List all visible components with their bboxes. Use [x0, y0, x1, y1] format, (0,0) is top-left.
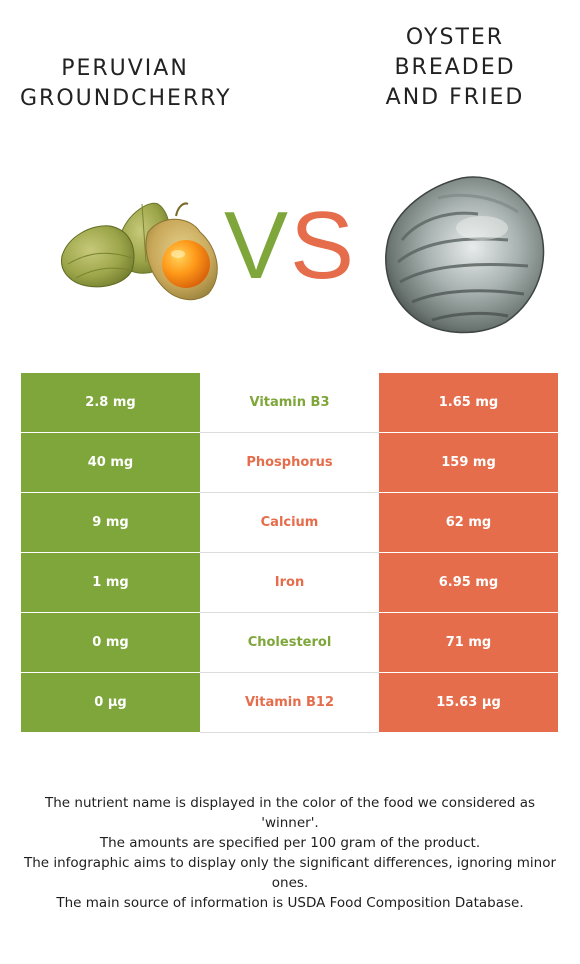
nutrient-comparison-table: 2.8 mg Vitamin B3 1.65 mg 40 mg Phosphor…: [21, 373, 558, 733]
food-title-right-line: OYSTER: [405, 25, 505, 50]
left-value: 9 mg: [21, 492, 200, 553]
table-row: 0 µg Vitamin B12 15.63 µg: [21, 672, 558, 733]
table-row: 9 mg Calcium 62 mg: [21, 492, 558, 553]
footnote: The main source of information is USDA F…: [56, 895, 524, 911]
right-value: 15.63 µg: [379, 672, 558, 733]
left-value: 2.8 mg: [21, 373, 200, 433]
right-value: 62 mg: [379, 492, 558, 553]
table-row: 1 mg Iron 6.95 mg: [21, 552, 558, 613]
right-value: 159 mg: [379, 432, 558, 493]
left-value: 40 mg: [21, 432, 200, 493]
vs-label: V S: [224, 194, 352, 294]
food-title-left-line: PERUVIAN: [61, 56, 189, 81]
food-title-left: PERUVIAN GROUNDCHERRY: [20, 54, 230, 114]
left-value: 1 mg: [21, 552, 200, 613]
footnote: The infographic aims to display only the…: [23, 855, 557, 891]
nutrient-name: Phosphorus: [200, 432, 379, 493]
table-row: 40 mg Phosphorus 159 mg: [21, 432, 558, 493]
vs-s-letter: S: [290, 194, 352, 294]
right-value: 1.65 mg: [379, 373, 558, 433]
left-value: 0 µg: [21, 672, 200, 733]
food-title-right-line: AND FRIED: [385, 85, 525, 110]
nutrient-name: Cholesterol: [200, 612, 379, 673]
table-row: 0 mg Cholesterol 71 mg: [21, 612, 558, 673]
groundcherry-fruit-icon: [61, 202, 218, 301]
footnotes: The nutrient name is displayed in the co…: [20, 793, 560, 913]
food-title-left-line: GROUNDCHERRY: [20, 86, 232, 111]
footnote: The amounts are specified per 100 gram o…: [99, 835, 481, 851]
right-value: 6.95 mg: [379, 552, 558, 613]
food-title-right: OYSTER BREADED AND FRIED: [350, 23, 560, 113]
food-title-right-line: BREADED: [394, 55, 516, 80]
left-value: 0 mg: [21, 612, 200, 673]
nutrient-name: Iron: [200, 552, 379, 613]
nutrient-name: Vitamin B3: [200, 373, 379, 433]
footnote: The nutrient name is displayed in the co…: [44, 795, 536, 831]
nutrient-name: Calcium: [200, 492, 379, 553]
table-row: 2.8 mg Vitamin B3 1.65 mg: [21, 373, 558, 433]
oyster-shell-icon: [385, 176, 545, 334]
right-value: 71 mg: [379, 612, 558, 673]
nutrient-name: Vitamin B12: [200, 672, 379, 733]
vs-v-letter: V: [224, 194, 288, 294]
